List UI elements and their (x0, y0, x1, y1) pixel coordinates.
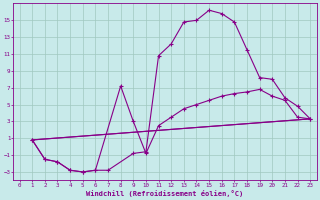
X-axis label: Windchill (Refroidissement éolien,°C): Windchill (Refroidissement éolien,°C) (86, 190, 244, 197)
